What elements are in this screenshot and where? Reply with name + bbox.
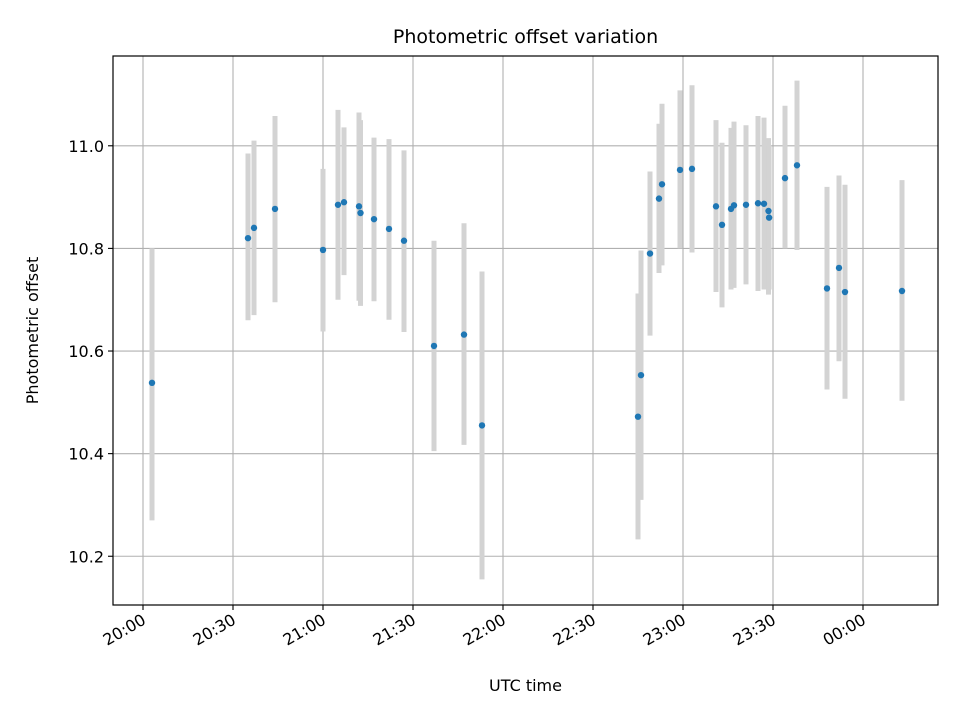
data-point [646,250,654,257]
data-point [340,199,348,206]
data-point [357,209,364,217]
data-point [355,203,363,210]
y-axis-ticks: 10.2 10.4 10.6 10.8 11.0 [68,137,113,566]
data-point [319,246,327,254]
y-axis-label: Photometric offset [23,257,42,405]
data-point [634,413,642,420]
data-point [793,162,801,169]
data-point [760,200,768,207]
x-axis-label: UTC time [489,676,562,695]
data-point [765,207,772,215]
data-point [244,234,252,242]
data-point [385,225,393,233]
data-point [637,371,645,379]
data-point [400,237,408,244]
y-tick-label: 10.8 [68,239,104,258]
data-point [430,342,438,350]
data-points [148,162,906,429]
data-point [718,221,726,229]
plot-frame [112,55,939,606]
data-point [823,285,831,292]
y-tick-label: 10.6 [68,342,104,361]
data-point [730,202,738,209]
data-point [898,287,906,295]
data-point [271,205,279,213]
data-point [460,331,468,338]
data-point [658,181,666,188]
data-point [334,201,342,208]
data-point [370,215,378,223]
y-tick-label: 11.0 [68,137,104,156]
chart-title: Photometric offset variation [393,26,658,48]
y-tick-label: 10.2 [68,547,104,566]
data-point [655,195,663,202]
data-point [688,165,696,173]
data-point [781,174,789,182]
data-point [765,214,773,221]
data-point [835,264,843,272]
data-point [754,200,762,207]
data-point [148,379,156,387]
data-point [478,422,486,429]
data-point [841,288,849,296]
data-point [676,166,684,174]
data-point [712,203,720,210]
data-point [742,201,750,208]
y-tick-label: 10.4 [68,445,104,464]
data-point [250,224,258,232]
